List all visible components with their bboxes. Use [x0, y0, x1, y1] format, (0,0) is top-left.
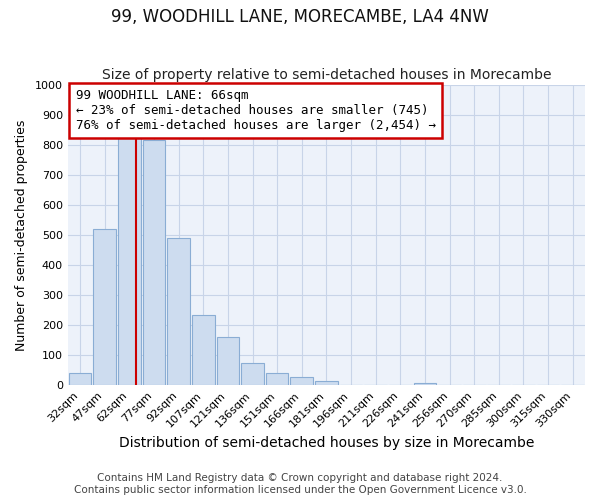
- Text: 99 WOODHILL LANE: 66sqm
← 23% of semi-detached houses are smaller (745)
76% of s: 99 WOODHILL LANE: 66sqm ← 23% of semi-de…: [76, 89, 436, 132]
- Bar: [217, 337, 239, 386]
- Y-axis label: Number of semi-detached properties: Number of semi-detached properties: [15, 119, 28, 350]
- Bar: [192, 314, 215, 386]
- Bar: [315, 381, 338, 386]
- Text: Contains HM Land Registry data © Crown copyright and database right 2024.
Contai: Contains HM Land Registry data © Crown c…: [74, 474, 526, 495]
- Text: 99, WOODHILL LANE, MORECAMBE, LA4 4NW: 99, WOODHILL LANE, MORECAMBE, LA4 4NW: [111, 8, 489, 26]
- Bar: [118, 136, 141, 386]
- Bar: [143, 140, 166, 386]
- Bar: [413, 383, 436, 386]
- Title: Size of property relative to semi-detached houses in Morecambe: Size of property relative to semi-detach…: [101, 68, 551, 82]
- X-axis label: Distribution of semi-detached houses by size in Morecambe: Distribution of semi-detached houses by …: [119, 436, 534, 450]
- Bar: [290, 377, 313, 386]
- Bar: [266, 372, 289, 386]
- Bar: [69, 372, 91, 386]
- Bar: [94, 229, 116, 386]
- Bar: [167, 238, 190, 386]
- Bar: [241, 362, 264, 386]
